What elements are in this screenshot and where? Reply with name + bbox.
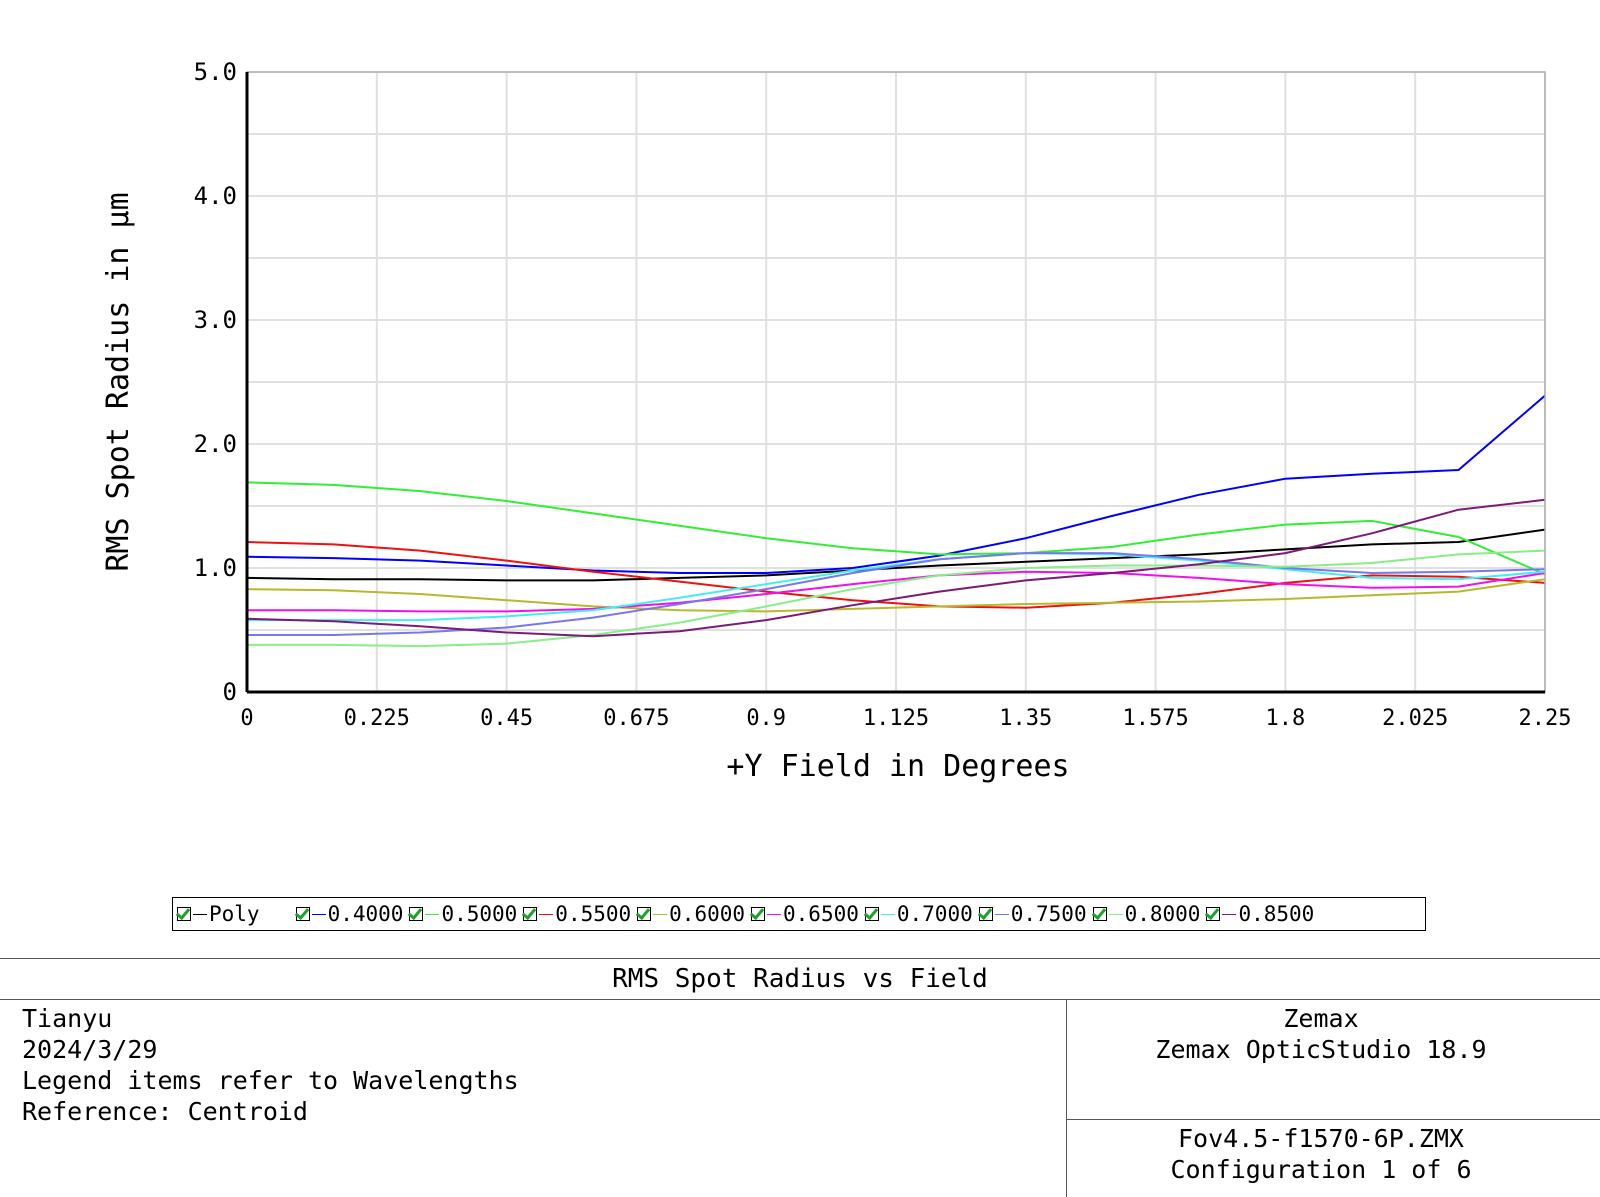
legend-label: 0.8000 (1124, 902, 1201, 926)
legend-label: 0.7500 (1010, 902, 1087, 926)
legend-swatch (1222, 913, 1237, 915)
checkbox-icon[interactable] (1206, 907, 1221, 921)
legend-swatch (653, 913, 668, 915)
legend-label: 0.5000 (441, 902, 518, 926)
y-tick-label: 1.0 (194, 554, 237, 582)
series-line-0-7000 (247, 552, 1546, 622)
x-tick-label: 0.225 (344, 706, 410, 731)
series-line-0-4000 (246, 394, 1546, 574)
legend-item[interactable]: 0.8000 (1092, 902, 1201, 926)
tick-labels: 0 0.225 0.45 0.675 0.9 1.125 1.35 1.575 1.8 2.025… (194, 58, 1572, 731)
checkbox-icon[interactable] (1092, 907, 1107, 921)
footer-title: RMS Spot Radius vs Field (0, 959, 1600, 1000)
x-tick-label: 0 (240, 706, 253, 731)
footer-company: Zemax (1283, 1004, 1359, 1033)
footer-author: Tianyu (22, 1004, 113, 1033)
legend-swatch (994, 913, 1009, 915)
y-tick-label: 4.0 (194, 182, 237, 210)
y-tick-label: 2.0 (194, 430, 237, 458)
checkbox-icon[interactable] (751, 907, 766, 921)
footer-legend-note: Legend items refer to Wavelengths (22, 1066, 519, 1095)
checkbox-icon[interactable] (978, 907, 993, 921)
footer-filename: Fov4.5-f1570-6P.ZMX (1178, 1124, 1464, 1153)
x-tick-label: 2.025 (1382, 706, 1448, 731)
legend-item[interactable]: 0.6500 (751, 902, 859, 926)
legend-label: 0.8500 (1238, 902, 1315, 926)
x-tick-label: 0.45 (480, 706, 533, 731)
legend-item[interactable]: 0.6000 (637, 902, 745, 926)
footer-file-info: Fov4.5-f1570-6P.ZMX Configuration 1 of 6 (1066, 1123, 1576, 1185)
legend-swatch (425, 913, 440, 915)
legend-item[interactable]: 0.4000 (295, 902, 404, 926)
checkbox-icon[interactable] (177, 907, 191, 921)
footer-reference: Reference: Centroid (22, 1097, 308, 1126)
y-axis-label: RMS Spot Radius in µm (101, 192, 136, 571)
checkbox-icon[interactable] (637, 907, 652, 921)
y-tick-label: 5.0 (194, 58, 237, 86)
legend-item[interactable]: 0.5000 (409, 902, 517, 926)
legend-item[interactable]: 0.8500 (1206, 902, 1314, 926)
checkbox-icon[interactable] (295, 907, 310, 921)
legend-swatch (539, 913, 554, 915)
legend-item[interactable]: Poly (177, 902, 260, 926)
series-line-0-5000 (246, 481, 1546, 576)
checkbox-icon[interactable] (409, 907, 424, 921)
legend-swatch (193, 913, 207, 915)
footer-notes: Tianyu 2024/3/29 Legend items refer to W… (22, 1003, 519, 1127)
series-line-0-5500 (246, 541, 1546, 609)
legend: Poly 0.4000 0.5000 0.5500 0.6000 0.6500 0.7000… (172, 897, 1426, 931)
x-tick-label: 1.35 (999, 706, 1052, 731)
y-tick-label: 0 (223, 678, 237, 706)
legend-item[interactable]: 0.7000 (864, 902, 973, 926)
x-tick-label: 2.25 (1519, 706, 1572, 731)
x-tick-label: 0.675 (603, 706, 669, 731)
footer-date: 2024/3/29 (22, 1035, 158, 1064)
series-line-poly (246, 528, 1546, 582)
x-tick-label: 1.125 (863, 706, 929, 731)
checkbox-icon[interactable] (864, 907, 879, 921)
legend-swatch (311, 913, 326, 915)
footer-version: Zemax OpticStudio 18.9 (1155, 1035, 1487, 1064)
legend-label: 0.7000 (896, 902, 973, 926)
legend-swatch (767, 913, 782, 915)
checkbox-icon[interactable] (523, 907, 538, 921)
x-tick-label: 0.9 (746, 706, 786, 731)
x-axis-label: +Y Field in Degrees (726, 749, 1069, 784)
legend-label: 0.5500 (555, 902, 632, 926)
series-line-0-8500 (246, 498, 1546, 638)
legend-label: 0.6500 (783, 902, 859, 926)
footer-panel: RMS Spot Radius vs Field Tianyu 2024/3/2… (0, 958, 1600, 1197)
series-line-0-6000 (246, 578, 1546, 613)
legend-item[interactable]: 0.7500 (978, 902, 1087, 926)
x-tick-label: 1.575 (1122, 706, 1188, 731)
legend-label: Poly (209, 902, 260, 926)
axes (245, 71, 1546, 694)
footer-software: Zemax Zemax OpticStudio 18.9 (1066, 1003, 1576, 1065)
footer-configuration: Configuration 1 of 6 (1170, 1155, 1472, 1184)
legend-label: 0.4000 (327, 902, 404, 926)
legend-swatch (880, 913, 895, 915)
legend-label: 0.6000 (669, 902, 746, 926)
series-line-0-6500 (247, 570, 1546, 613)
legend-swatch (1108, 913, 1123, 915)
x-tick-label: 1.8 (1266, 706, 1306, 731)
legend-item[interactable]: 0.5500 (523, 902, 631, 926)
y-tick-label: 3.0 (194, 306, 237, 334)
series-line-0-8000 (247, 549, 1546, 648)
footer-divider-vertical (1066, 999, 1067, 1197)
footer-divider-horizontal (1066, 1119, 1600, 1120)
rms-spot-chart: 0 0.225 0.45 0.675 0.9 1.125 1.35 1.575 1.8 2.025… (101, 58, 1572, 784)
series-lines (246, 394, 1546, 648)
